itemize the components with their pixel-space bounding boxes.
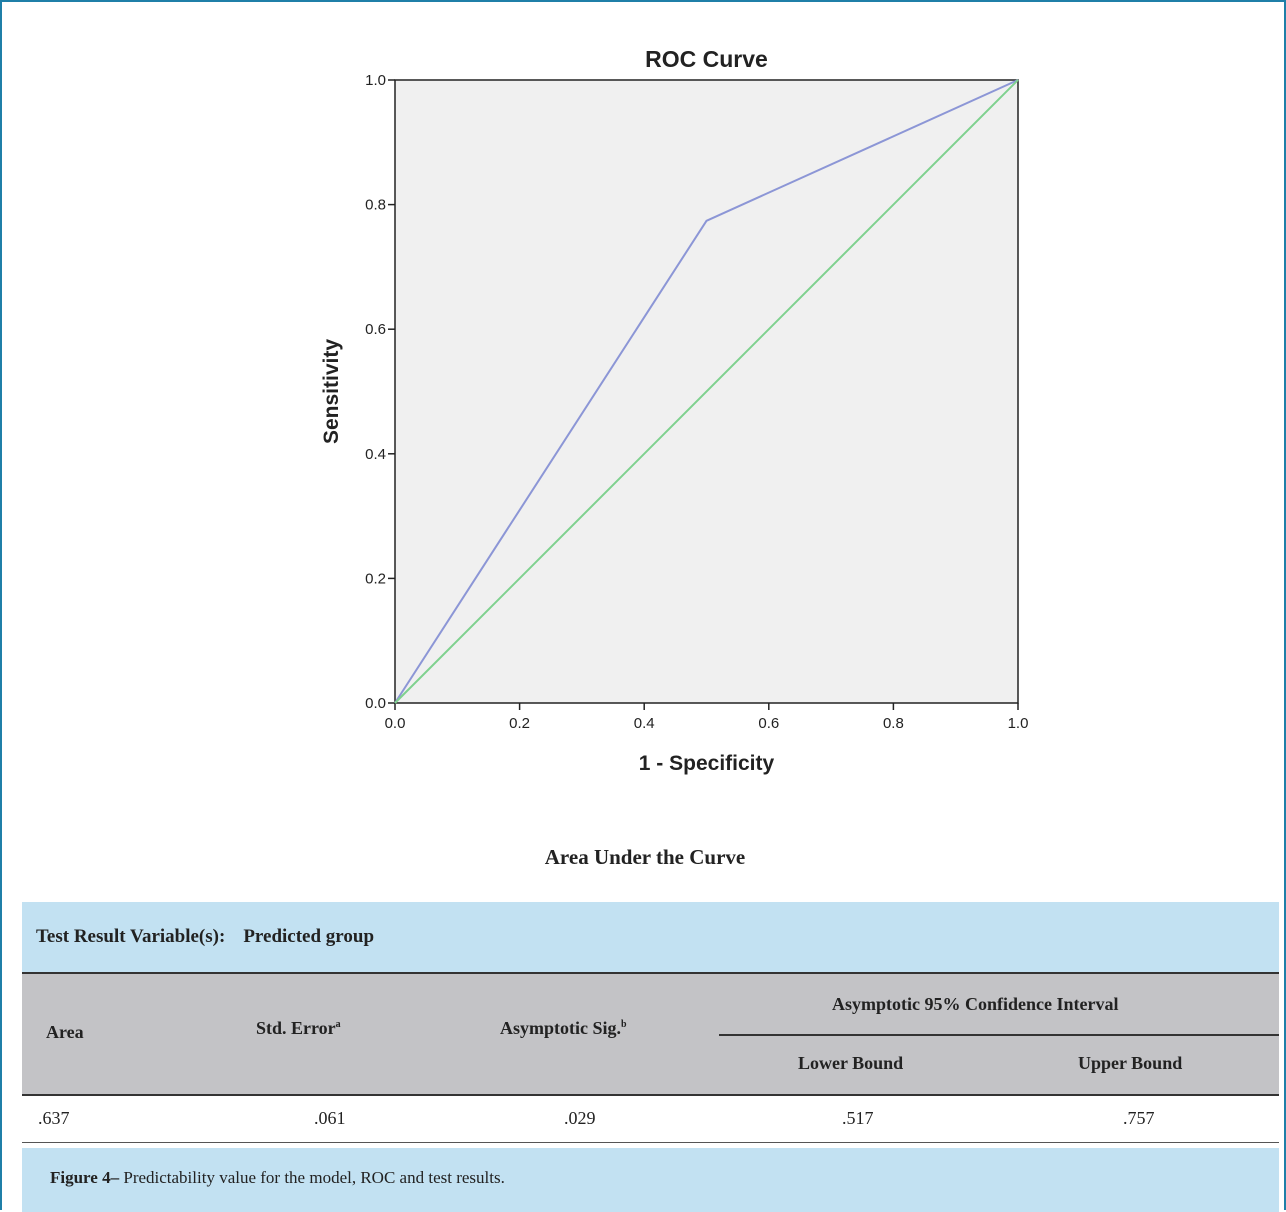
caption-text: Predictability value for the model, ROC … — [119, 1168, 505, 1187]
x-tick-label: 1.0 — [1008, 715, 1029, 732]
table-row: .637 .061 .029 .517 .757 — [22, 1096, 1279, 1143]
x-tick-label: 0.6 — [758, 715, 779, 732]
y-tick-label: 0.0 — [365, 695, 386, 712]
reference-diagonal-line — [394, 79, 1019, 704]
y-tick-label: 0.4 — [365, 446, 386, 463]
column-header-row: Area Std. Errora Asymptotic Sig.b Asympt… — [22, 974, 1279, 1096]
test-variable-value: Predicted group — [243, 926, 375, 947]
x-tick-label: 0.0 — [385, 715, 406, 732]
test-variable-label: Test Result Variable(s): — [36, 926, 226, 947]
col-std-error: Std. Errora — [256, 1018, 341, 1038]
auc-title: Area Under the Curve — [544, 845, 746, 869]
figure-caption: Figure 4– Predictability value for the m… — [22, 1148, 1279, 1212]
cell-lower-bound: .517 — [842, 1108, 874, 1128]
x-tick-label: 0.4 — [634, 715, 655, 732]
x-axis-label: 1 - Specificity — [639, 752, 775, 775]
col-upper-bound: Upper Bound — [1078, 1053, 1183, 1073]
test-variable-header: Test Result Variable(s): Predicted group — [22, 902, 1279, 974]
cell-asym-sig: .029 — [564, 1108, 596, 1128]
y-tick-label: 0.8 — [365, 197, 386, 214]
cell-area: .637 — [38, 1108, 70, 1128]
caption-label: Figure 4– — [50, 1168, 120, 1187]
y-axis-label: Sensitivity — [320, 339, 343, 444]
y-tick-label: 1.0 — [365, 72, 386, 89]
cell-std-error: .061 — [314, 1108, 346, 1128]
roc-curve-line — [394, 79, 1019, 704]
col-asym-sig: Asymptotic Sig.b — [500, 1018, 627, 1038]
x-tick-label: 0.2 — [509, 715, 530, 732]
auc-table: Test Result Variable(s): Predicted group… — [22, 902, 1279, 1143]
col-ci: Asymptotic 95% Confidence Interval — [832, 994, 1119, 1014]
cell-upper-bound: .757 — [1123, 1108, 1155, 1128]
col-area: Area — [46, 1022, 84, 1042]
y-tick-label: 0.6 — [365, 321, 386, 338]
ci-divider — [719, 1034, 1279, 1036]
chart-title: ROC Curve — [645, 46, 768, 72]
x-tick-label: 0.8 — [883, 715, 904, 732]
roc-chart: ROC Curve 0.0 0.2 0.4 0.6 0.8 1.0 0.0 0.2 0.4 0.6 0… — [320, 46, 1029, 775]
col-lower-bound: Lower Bound — [798, 1053, 904, 1073]
y-tick-label: 0.2 — [365, 570, 386, 587]
